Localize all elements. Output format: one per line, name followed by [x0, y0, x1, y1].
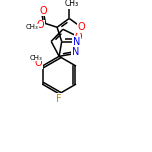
Text: O: O	[36, 20, 44, 30]
Text: N: N	[73, 36, 80, 47]
Text: F: F	[56, 93, 62, 104]
Text: O: O	[78, 22, 85, 32]
Text: O: O	[40, 5, 48, 16]
Text: CH₃: CH₃	[25, 24, 38, 30]
Text: O: O	[35, 58, 43, 68]
Text: CH₃: CH₃	[65, 0, 79, 8]
Text: N: N	[72, 47, 79, 57]
Text: CH₃: CH₃	[29, 55, 42, 61]
Text: O: O	[74, 32, 82, 42]
